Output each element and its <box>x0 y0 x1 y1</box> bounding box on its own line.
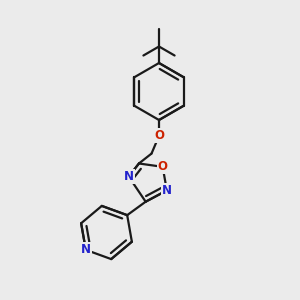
Text: O: O <box>154 129 164 142</box>
Text: N: N <box>162 184 172 197</box>
Text: N: N <box>124 170 134 183</box>
Text: N: N <box>81 243 91 256</box>
Text: O: O <box>158 160 168 173</box>
